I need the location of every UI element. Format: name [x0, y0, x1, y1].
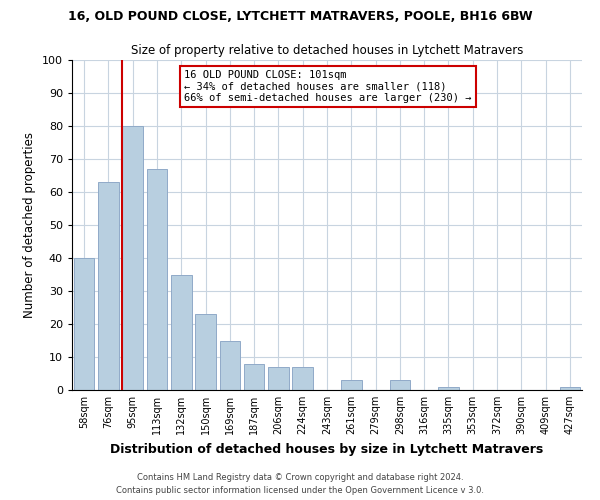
- Bar: [560, 386, 580, 390]
- Bar: [220, 340, 240, 390]
- Bar: [122, 126, 143, 390]
- Bar: [74, 258, 94, 390]
- Bar: [98, 182, 119, 390]
- Bar: [146, 169, 167, 390]
- Bar: [195, 314, 216, 390]
- X-axis label: Distribution of detached houses by size in Lytchett Matravers: Distribution of detached houses by size …: [110, 442, 544, 456]
- Bar: [389, 380, 410, 390]
- Text: 16 OLD POUND CLOSE: 101sqm
← 34% of detached houses are smaller (118)
66% of sem: 16 OLD POUND CLOSE: 101sqm ← 34% of deta…: [184, 70, 472, 103]
- Text: 16, OLD POUND CLOSE, LYTCHETT MATRAVERS, POOLE, BH16 6BW: 16, OLD POUND CLOSE, LYTCHETT MATRAVERS,…: [68, 10, 532, 23]
- Bar: [244, 364, 265, 390]
- Bar: [171, 274, 191, 390]
- Bar: [341, 380, 362, 390]
- Title: Size of property relative to detached houses in Lytchett Matravers: Size of property relative to detached ho…: [131, 44, 523, 58]
- Text: Contains HM Land Registry data © Crown copyright and database right 2024.
Contai: Contains HM Land Registry data © Crown c…: [116, 474, 484, 495]
- Bar: [438, 386, 459, 390]
- Y-axis label: Number of detached properties: Number of detached properties: [23, 132, 37, 318]
- Bar: [268, 367, 289, 390]
- Bar: [292, 367, 313, 390]
